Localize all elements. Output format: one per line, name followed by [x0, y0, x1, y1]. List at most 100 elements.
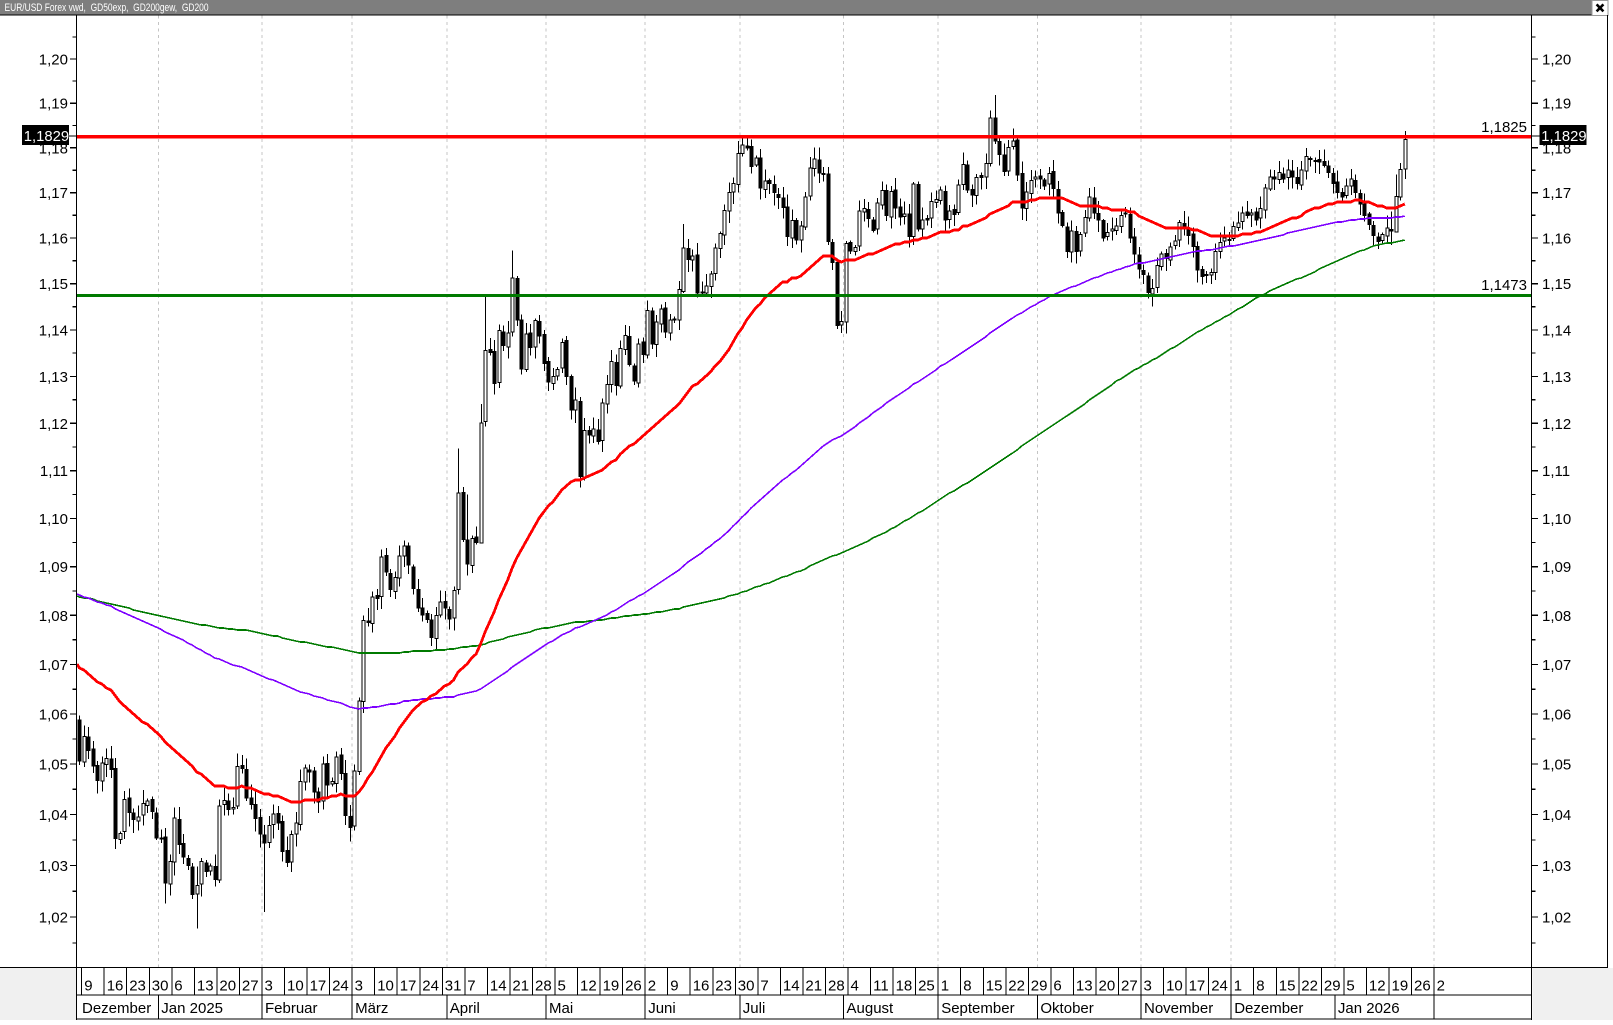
svg-text:19: 19: [603, 977, 620, 994]
svg-text:November: November: [1144, 1000, 1213, 1017]
svg-text:August: August: [847, 1000, 895, 1017]
svg-text:1,16: 1,16: [1542, 231, 1571, 248]
svg-text:1,1825: 1,1825: [1481, 119, 1527, 136]
svg-text:1,03: 1,03: [1542, 858, 1571, 875]
svg-text:14: 14: [490, 977, 507, 994]
svg-text:1,1829: 1,1829: [1541, 129, 1586, 145]
svg-text:8: 8: [1256, 977, 1264, 994]
svg-text:31: 31: [445, 977, 462, 994]
svg-text:1,06: 1,06: [1542, 707, 1571, 724]
svg-text:1,13: 1,13: [39, 369, 68, 386]
svg-text:17: 17: [400, 977, 417, 994]
svg-text:12: 12: [1369, 977, 1386, 994]
svg-text:1,19: 1,19: [1542, 96, 1571, 113]
svg-text:6: 6: [174, 977, 182, 994]
svg-text:9: 9: [670, 977, 678, 994]
svg-text:1,03: 1,03: [39, 858, 68, 875]
svg-text:19: 19: [1392, 977, 1409, 994]
svg-text:Dezember: Dezember: [82, 1000, 151, 1017]
svg-text:2: 2: [648, 977, 656, 994]
svg-text:23: 23: [129, 977, 146, 994]
svg-text:1,07: 1,07: [1542, 657, 1571, 674]
svg-text:17: 17: [310, 977, 327, 994]
svg-text:Jan 2025: Jan 2025: [161, 1000, 223, 1017]
svg-text:1,1829: 1,1829: [24, 129, 69, 145]
svg-text:3: 3: [265, 977, 273, 994]
svg-text:1,20: 1,20: [39, 52, 68, 69]
svg-text:März: März: [355, 1000, 388, 1017]
svg-text:1,06: 1,06: [39, 707, 68, 724]
svg-text:7: 7: [760, 977, 768, 994]
svg-text:13: 13: [197, 977, 214, 994]
svg-text:1,08: 1,08: [1542, 608, 1571, 625]
svg-text:1,15: 1,15: [39, 276, 68, 293]
svg-text:6: 6: [1053, 977, 1061, 994]
svg-text:21: 21: [512, 977, 529, 994]
svg-text:16: 16: [693, 977, 710, 994]
svg-text:24: 24: [1211, 977, 1228, 994]
svg-text:2: 2: [1437, 977, 1445, 994]
svg-text:1,12: 1,12: [1542, 416, 1571, 433]
svg-text:1,02: 1,02: [39, 910, 68, 927]
svg-text:1,04: 1,04: [39, 807, 68, 824]
svg-text:1: 1: [941, 977, 949, 994]
svg-text:17: 17: [1189, 977, 1206, 994]
svg-text:1,12: 1,12: [39, 416, 68, 433]
svg-text:24: 24: [332, 977, 349, 994]
svg-text:1,11: 1,11: [40, 463, 68, 480]
svg-text:1,09: 1,09: [39, 559, 68, 576]
svg-text:28: 28: [828, 977, 845, 994]
svg-text:20: 20: [1099, 977, 1116, 994]
svg-text:18: 18: [896, 977, 913, 994]
svg-text:Jan 2026: Jan 2026: [1338, 1000, 1400, 1017]
svg-text:3: 3: [355, 977, 363, 994]
svg-text:Oktober: Oktober: [1040, 1000, 1093, 1017]
svg-text:Juni: Juni: [648, 1000, 676, 1017]
svg-text:15: 15: [986, 977, 1003, 994]
svg-text:15: 15: [1279, 977, 1296, 994]
svg-text:20: 20: [219, 977, 236, 994]
svg-text:12: 12: [580, 977, 597, 994]
svg-text:11: 11: [873, 977, 889, 994]
svg-text:1,19: 1,19: [39, 96, 68, 113]
svg-text:23: 23: [715, 977, 732, 994]
svg-text:1,07: 1,07: [39, 657, 68, 674]
svg-text:1,14: 1,14: [1542, 322, 1571, 339]
svg-text:5: 5: [1346, 977, 1354, 994]
svg-text:9: 9: [84, 977, 92, 994]
svg-text:27: 27: [1121, 977, 1138, 994]
svg-text:Februar: Februar: [265, 1000, 318, 1017]
svg-text:1,13: 1,13: [1542, 369, 1571, 386]
svg-text:16: 16: [107, 977, 124, 994]
svg-text:1: 1: [1234, 977, 1242, 994]
svg-text:EUR/USD Forex vwd, GD50exp,: EUR/USD Forex vwd, GD50exp, GD200gew, GD…: [5, 2, 209, 14]
svg-text:14: 14: [783, 977, 800, 994]
svg-text:1,05: 1,05: [39, 757, 68, 774]
svg-text:1,02: 1,02: [1542, 910, 1571, 927]
svg-text:22: 22: [1008, 977, 1025, 994]
svg-text:29: 29: [1031, 977, 1048, 994]
svg-text:1,08: 1,08: [39, 608, 68, 625]
svg-text:30: 30: [152, 977, 169, 994]
svg-text:28: 28: [535, 977, 552, 994]
svg-text:Juli: Juli: [743, 1000, 766, 1017]
svg-text:8: 8: [963, 977, 971, 994]
svg-text:1,16: 1,16: [39, 231, 68, 248]
svg-text:1,14: 1,14: [39, 322, 68, 339]
svg-text:24: 24: [422, 977, 439, 994]
svg-text:3: 3: [1144, 977, 1152, 994]
svg-text:1,17: 1,17: [39, 185, 68, 202]
svg-text:1,10: 1,10: [39, 511, 68, 528]
svg-text:1,1473: 1,1473: [1481, 277, 1527, 294]
svg-text:1,05: 1,05: [1542, 757, 1571, 774]
svg-text:13: 13: [1076, 977, 1093, 994]
svg-text:25: 25: [918, 977, 935, 994]
svg-text:1,09: 1,09: [1542, 559, 1571, 576]
svg-text:7: 7: [467, 977, 475, 994]
svg-text:1,15: 1,15: [1542, 276, 1571, 293]
svg-text:26: 26: [625, 977, 642, 994]
svg-text:September: September: [941, 1000, 1014, 1017]
svg-text:4: 4: [851, 977, 859, 994]
svg-text:27: 27: [242, 977, 259, 994]
svg-text:22: 22: [1301, 977, 1318, 994]
